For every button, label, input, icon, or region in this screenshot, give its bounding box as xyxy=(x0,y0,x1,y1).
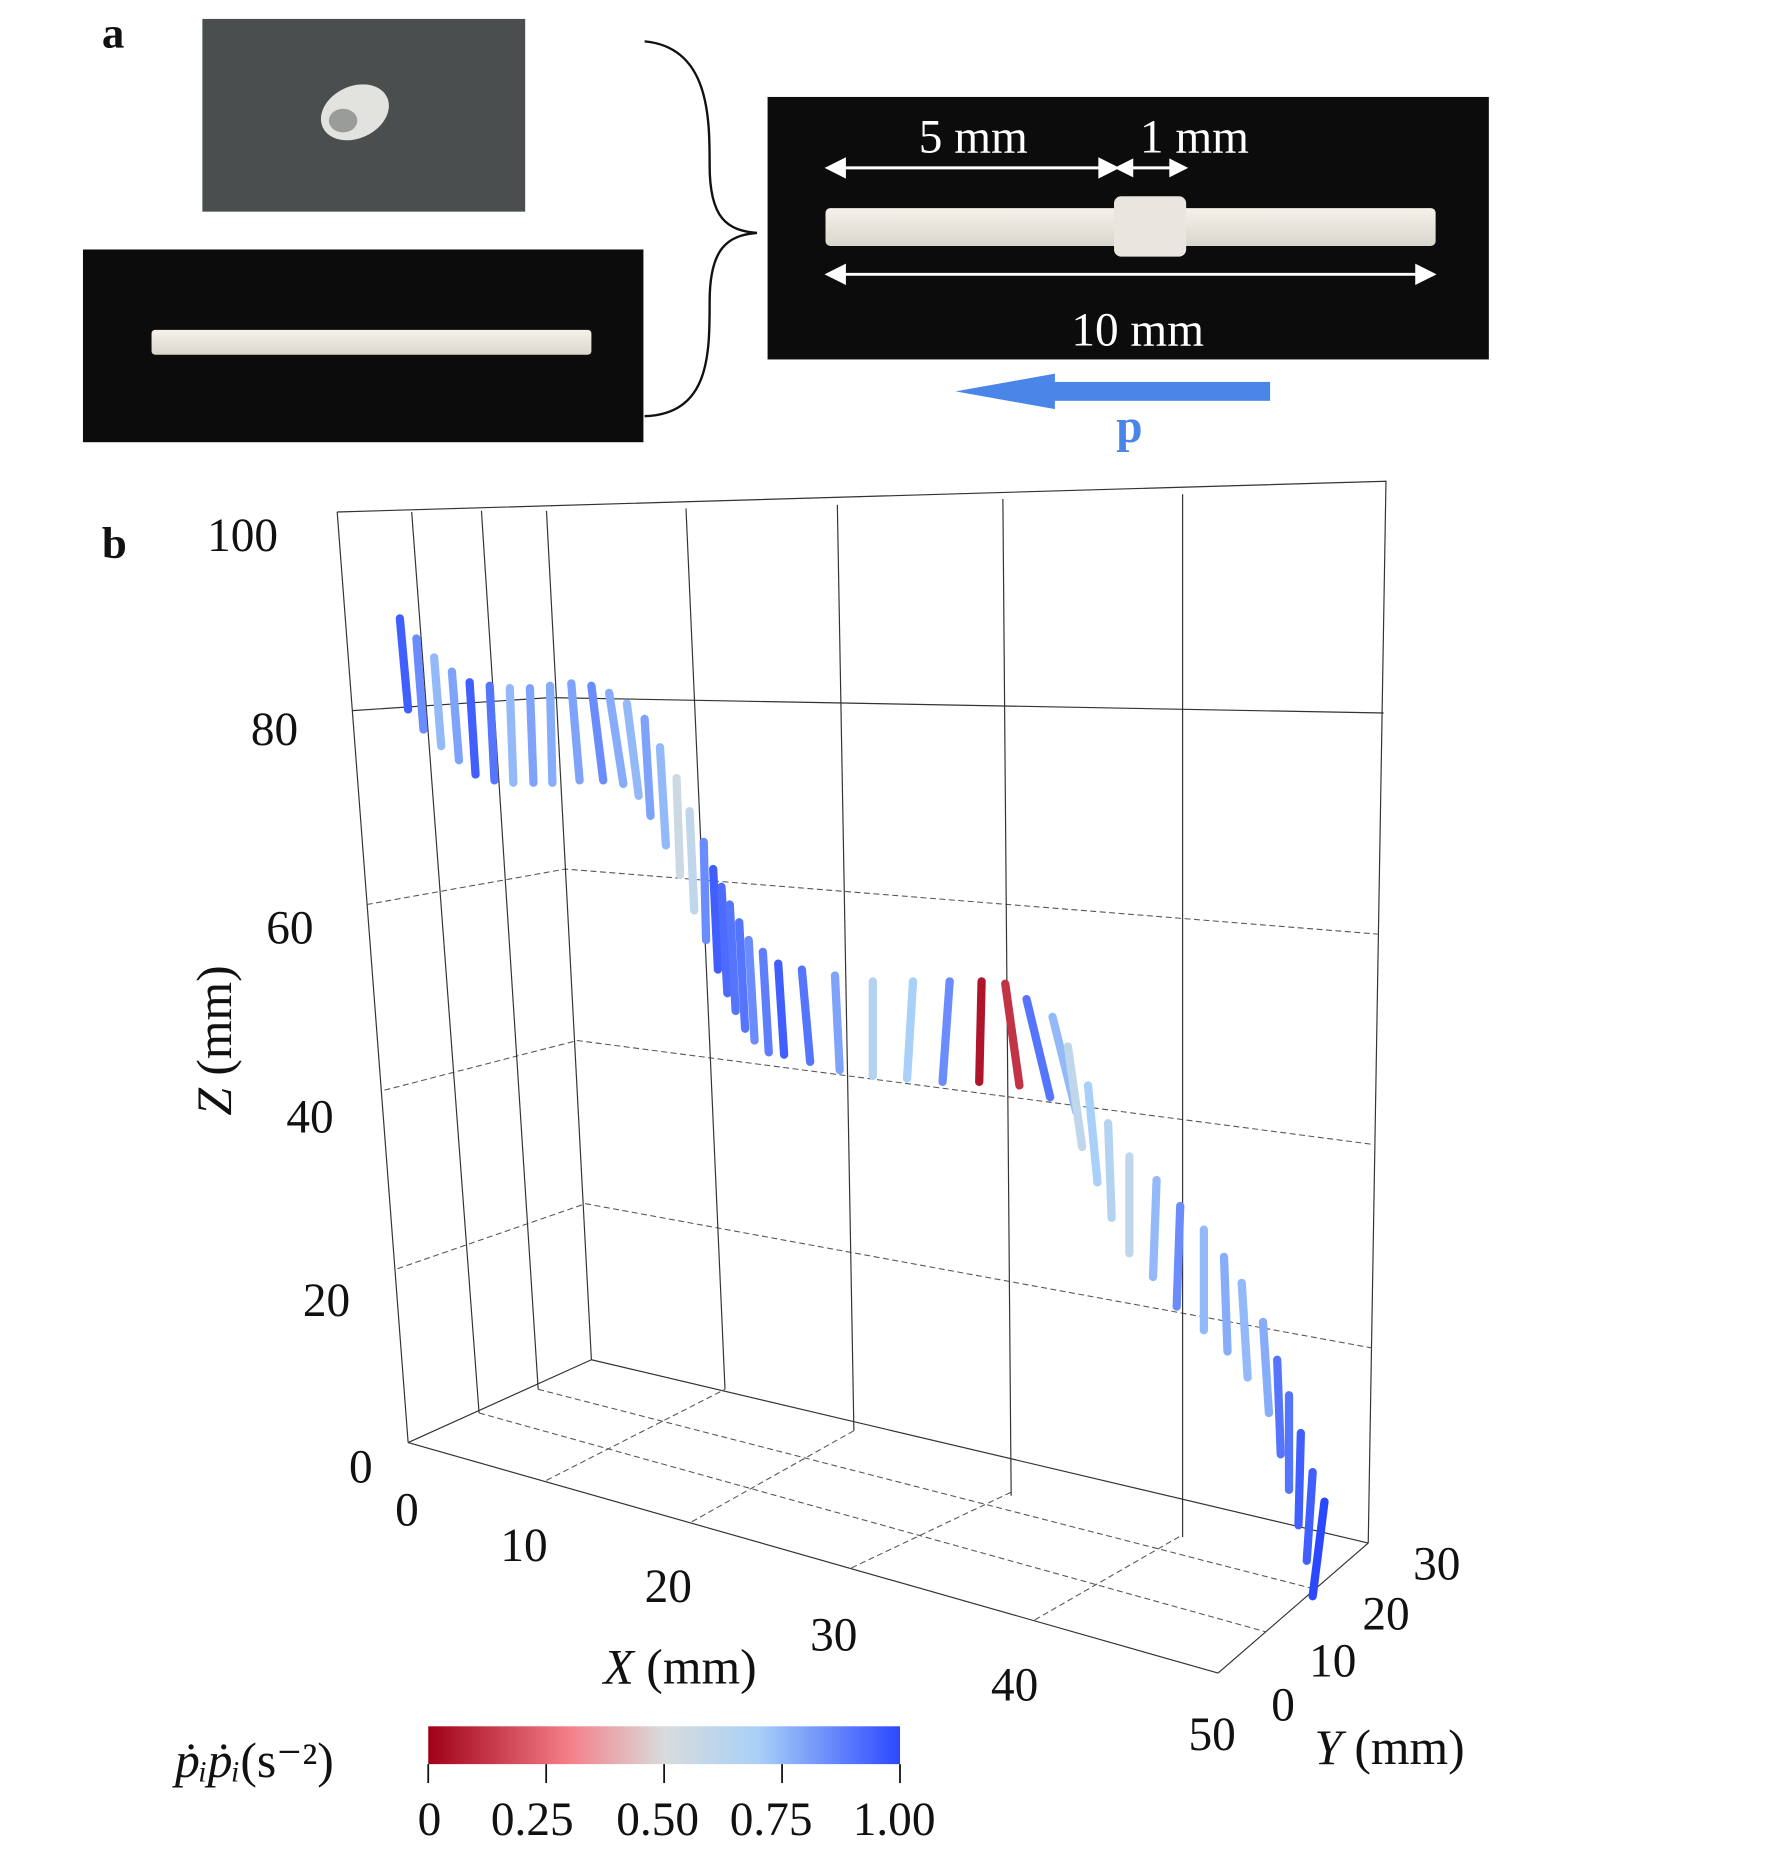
dimension-1mm: 1 mm xyxy=(1140,112,1249,164)
rod-marker xyxy=(640,714,655,820)
rod-marker xyxy=(975,977,986,1087)
rod-marker xyxy=(1302,1467,1317,1565)
x-tick: 10 xyxy=(500,1520,547,1572)
x-axis-unit: (mm) xyxy=(634,1640,757,1695)
colorbar-tick: 1.00 xyxy=(853,1794,936,1846)
y-axis-unit: (mm) xyxy=(1342,1720,1465,1775)
3d-axes-grid xyxy=(336,480,1387,1674)
z-tick: 80 xyxy=(251,704,298,756)
rod-marker xyxy=(412,634,428,734)
x-tick: 20 xyxy=(645,1561,692,1613)
colorbar-tick: 0.50 xyxy=(616,1794,699,1846)
rod-marker xyxy=(1294,1428,1305,1530)
z-tick: 0 xyxy=(349,1442,373,1494)
y-tick: 20 xyxy=(1362,1588,1409,1640)
rod-marker xyxy=(717,882,732,998)
rod-marker xyxy=(1083,1081,1102,1187)
rod-marker xyxy=(485,681,499,785)
rod-marker xyxy=(1273,1355,1285,1459)
z-tick-labels: 0 20 40 60 80 100 xyxy=(207,510,373,1494)
x-tick: 30 xyxy=(810,1610,857,1662)
arrow-label-p: p xyxy=(1116,401,1142,453)
rod-marker xyxy=(1258,1317,1274,1418)
photo-rod xyxy=(82,249,644,443)
rod-marker xyxy=(430,653,446,751)
x-tick: 0 xyxy=(395,1484,419,1536)
rod-marker xyxy=(655,743,671,850)
x-axis-var: X xyxy=(602,1640,636,1695)
z-axis-unit: (mm) xyxy=(187,965,242,1088)
colorbar-label: ṗᵢṗᵢ(s⁻²) xyxy=(172,1733,334,1788)
rod-marker xyxy=(525,684,538,787)
rod-marker xyxy=(1063,1042,1087,1152)
colorbar-ticks xyxy=(427,1764,901,1784)
rod-marker xyxy=(902,977,918,1083)
rod-marker xyxy=(672,773,685,880)
colorbar xyxy=(428,1726,901,1765)
rod-marker xyxy=(758,947,773,1057)
colorbar-tick: 0.25 xyxy=(491,1794,574,1846)
z-axis-label: Z (mm) xyxy=(187,965,242,1115)
x-tick: 40 xyxy=(991,1659,1038,1711)
rod-marker xyxy=(744,935,759,1045)
brace-icon xyxy=(644,40,758,418)
rod-marker xyxy=(567,679,584,785)
rod-marker xyxy=(685,806,699,915)
z-tick: 100 xyxy=(207,510,278,562)
dimension-5mm: 5 mm xyxy=(919,112,1028,164)
rod-marker xyxy=(587,681,608,785)
photo-assembled: 5 mm 1 mm 10 mm xyxy=(767,96,1489,360)
rod-marker xyxy=(797,965,815,1066)
rod-marker xyxy=(447,667,464,765)
y-axis-var: Y xyxy=(1314,1720,1347,1775)
rod-marker xyxy=(1001,979,1024,1090)
rod-marker xyxy=(505,684,518,787)
rod-marker xyxy=(725,900,740,1016)
dimension-10mm: 10 mm xyxy=(1071,304,1204,356)
rod-marker xyxy=(1219,1252,1232,1356)
rod-marker xyxy=(1022,994,1055,1102)
rod-marker xyxy=(545,681,557,787)
panel-label-b: b xyxy=(102,518,127,568)
rod-marker xyxy=(938,977,954,1087)
rod-marker xyxy=(830,971,844,1075)
x-tick-labels: 0 10 20 30 40 50 xyxy=(395,1484,1236,1761)
rod-markers xyxy=(395,614,1329,1601)
y-tick: 10 xyxy=(1309,1636,1356,1688)
z-tick: 60 xyxy=(266,903,313,955)
colorbar-tick-labels: 0 0.25 0.50 0.75 1.00 xyxy=(418,1794,936,1846)
y-tick: 0 xyxy=(1271,1679,1295,1731)
panel-label-a: a xyxy=(102,7,124,57)
x-axis-label: X (mm) xyxy=(602,1640,757,1695)
colorbar-tick: 0 xyxy=(418,1794,442,1846)
rod-marker xyxy=(622,699,643,800)
rod-marker xyxy=(1103,1119,1116,1223)
rod-marker xyxy=(735,918,750,1033)
rod-marker xyxy=(1237,1278,1252,1382)
rod-marker xyxy=(699,837,711,945)
z-tick: 20 xyxy=(303,1275,350,1327)
rod-marker xyxy=(395,614,413,714)
rod-marker xyxy=(709,864,723,974)
y-axis-label: Y (mm) xyxy=(1314,1720,1464,1775)
rod-marker xyxy=(1172,1201,1185,1311)
rod-marker xyxy=(774,959,789,1059)
rod-marker xyxy=(1308,1497,1329,1601)
colorbar-label-unit: (s⁻²) xyxy=(240,1733,334,1788)
rod-marker xyxy=(1148,1175,1161,1282)
colorbar-tick: 0.75 xyxy=(730,1794,813,1846)
colorbar-label-var: ṗᵢṗᵢ xyxy=(172,1733,240,1788)
photo-ring xyxy=(202,18,526,212)
y-tick: 30 xyxy=(1413,1539,1460,1591)
z-tick: 40 xyxy=(286,1092,333,1144)
z-axis-var: Z xyxy=(187,1087,242,1116)
polarity-arrow-icon xyxy=(955,373,1271,410)
y-tick-labels: 0 10 20 30 xyxy=(1271,1539,1460,1732)
rod-marker xyxy=(604,688,628,789)
x-tick: 50 xyxy=(1189,1709,1236,1761)
rod-marker xyxy=(465,678,480,779)
